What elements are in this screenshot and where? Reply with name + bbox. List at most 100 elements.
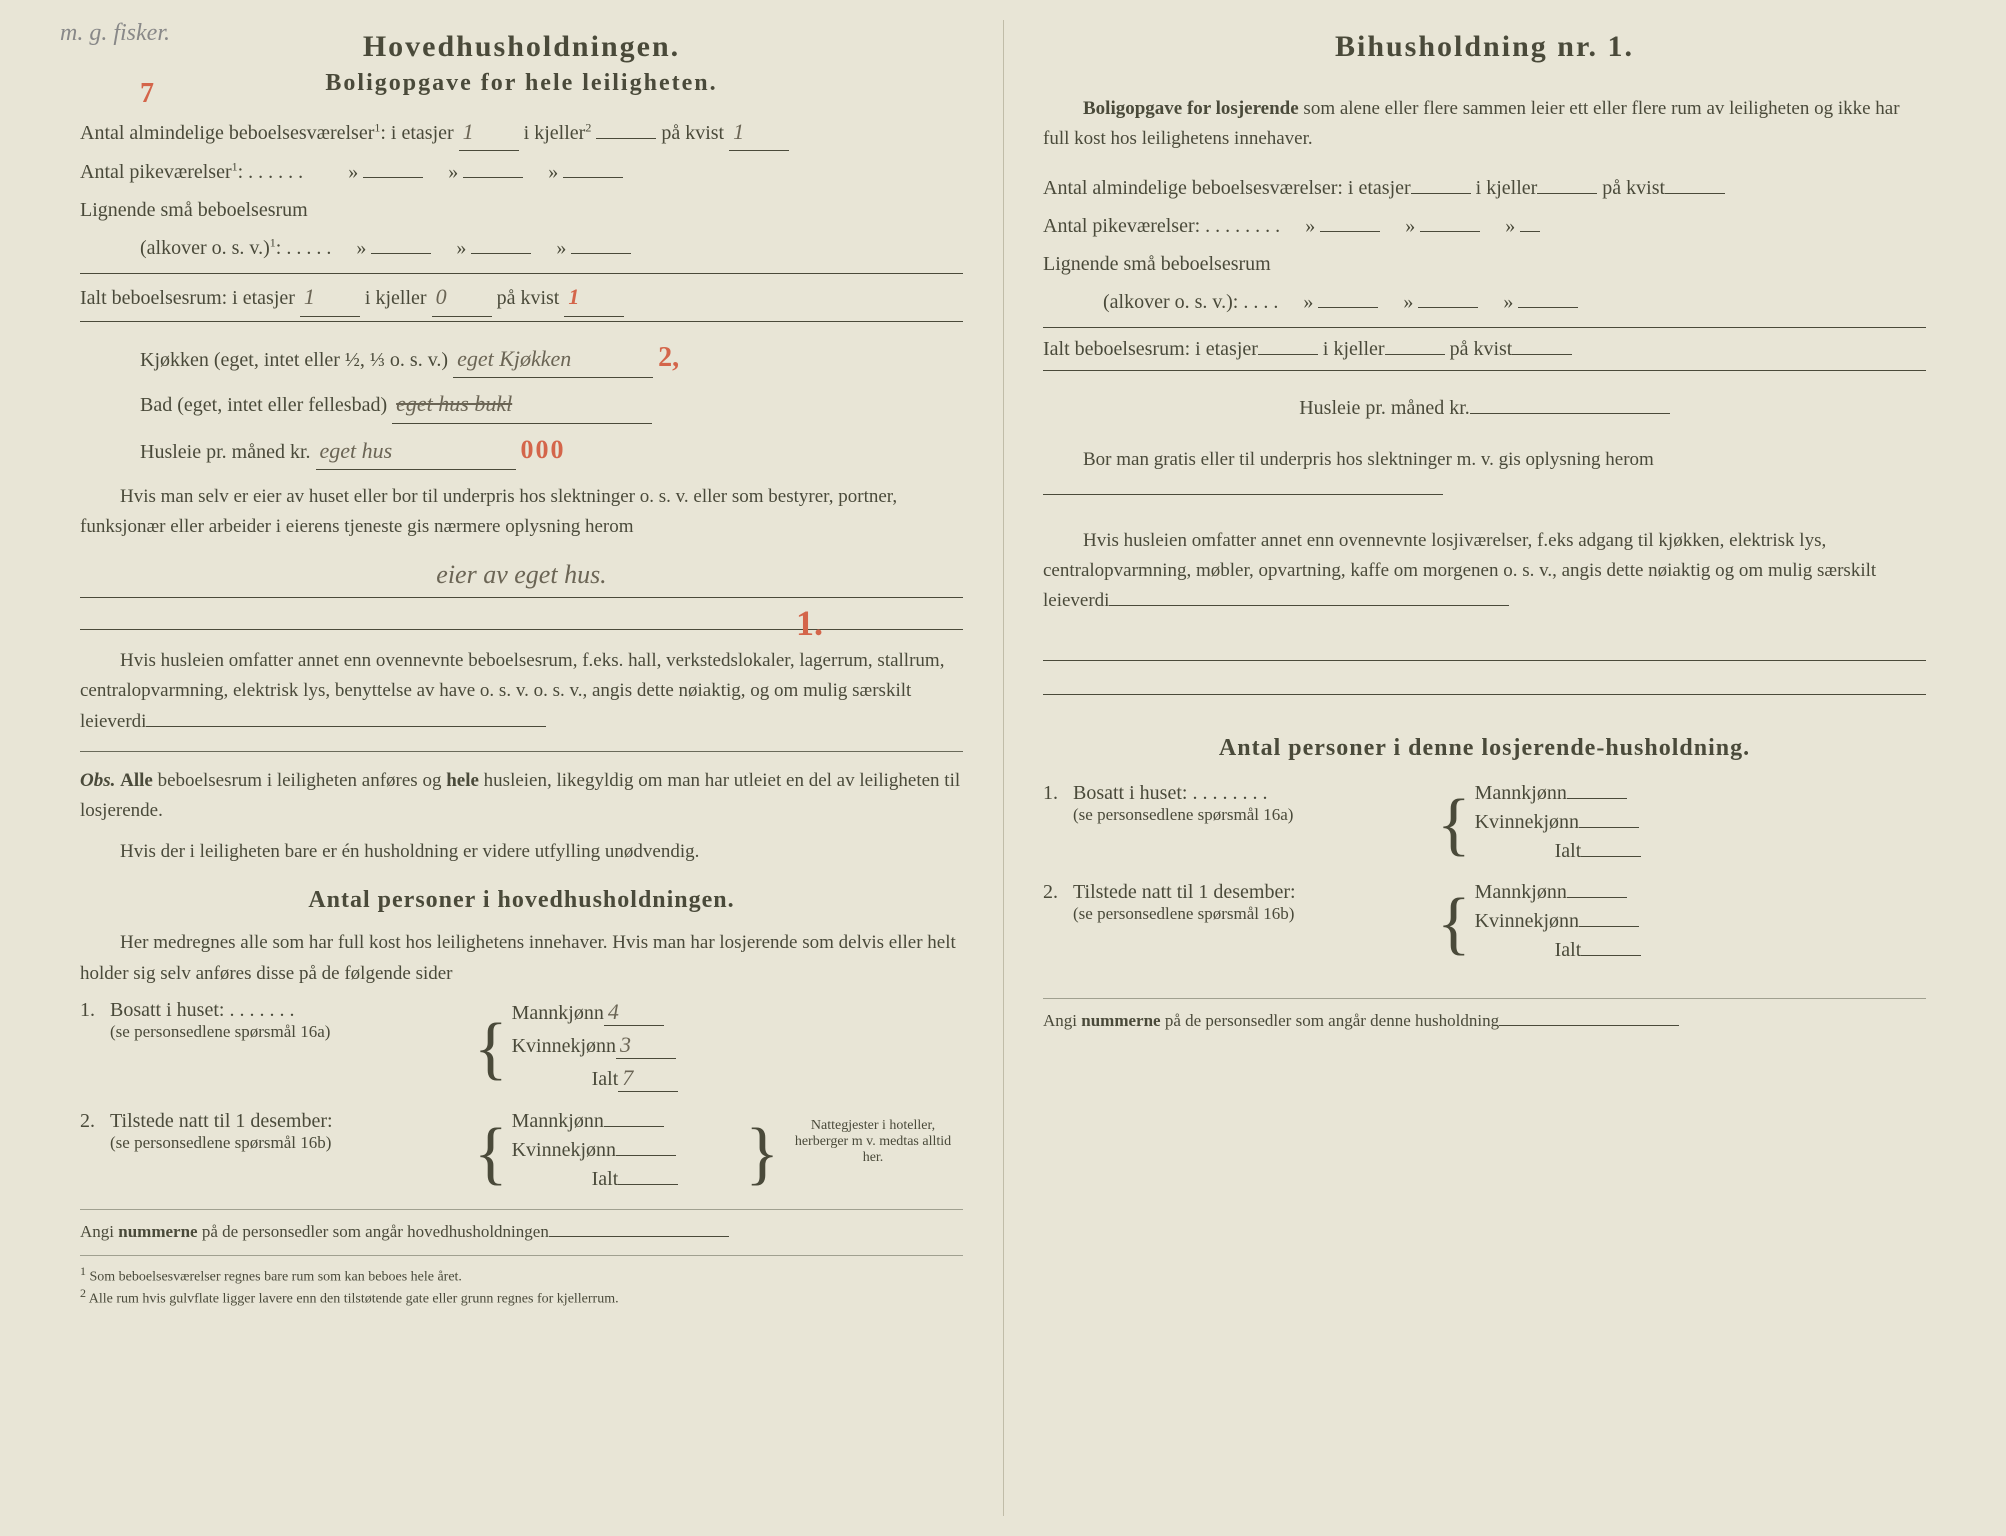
- footnote-1: 1 Som beboelsesværelser regnes bare rum …: [80, 1264, 963, 1286]
- row-pikevaerelser: Antal pikeværelser1: . . . . . . » » »: [80, 155, 963, 189]
- angi-nummerne: Angi nummerne på de personsedler som ang…: [80, 1218, 963, 1247]
- field-kvinne[interactable]: 3: [616, 1032, 676, 1059]
- r-item2-label: Tilstede natt til 1 desember:: [1073, 881, 1433, 904]
- r-list-item-1: 1. Bosatt i huset: . . . . . . . . (se p…: [1043, 782, 1926, 869]
- brace-icon: {: [470, 1129, 512, 1179]
- separator: [80, 1255, 963, 1256]
- field-ialt-kjeller[interactable]: 0: [432, 278, 492, 316]
- field-mann[interactable]: 4: [604, 999, 664, 1026]
- field[interactable]: [463, 177, 523, 178]
- field[interactable]: [563, 177, 623, 178]
- r-h3: Antal personer i denne losjerende-hushol…: [1043, 735, 1926, 762]
- field[interactable]: [1579, 926, 1639, 927]
- list-item-1: 1. Bosatt i huset: . . . . . . . (se per…: [80, 999, 963, 1098]
- field[interactable]: [1581, 955, 1641, 956]
- h3-antal-personer: Antal personer i hovedhusholdningen.: [80, 887, 963, 914]
- field[interactable]: [1411, 193, 1471, 194]
- h3-sub: Her medregnes alle som har full kost hos…: [80, 928, 963, 989]
- field[interactable]: [1318, 307, 1378, 308]
- field[interactable]: [1567, 897, 1627, 898]
- para-eier: Hvis man selv er eier av huset eller bor…: [80, 482, 963, 543]
- field-ialt-kvist[interactable]: 1: [564, 278, 624, 316]
- r-row3b: (alkover o. s. v.): . . . . » » »: [1043, 285, 1926, 319]
- pencil-annotation-top: m. g. fisker.: [60, 20, 170, 47]
- separator: [1043, 998, 1926, 999]
- field-nummerne[interactable]: [549, 1236, 729, 1237]
- left-subtitle: Boligopgave for hele leiligheten.: [80, 70, 963, 97]
- brace-icon: {: [470, 1024, 512, 1074]
- row-bad: Bad (eget, intet eller fellesbad) eget h…: [80, 385, 963, 423]
- r-para1: Bor man gratis eller til underpris hos s…: [1043, 445, 1926, 506]
- field[interactable]: [1567, 798, 1627, 799]
- field[interactable]: [471, 253, 531, 254]
- r-ialt: Ialt beboelsesrum: i etasjer i kjeller p…: [1043, 327, 1926, 371]
- para-husleie-omfatter: Hvis husleien omfatter annet enn ovennev…: [80, 646, 963, 737]
- r-list-item-2: 2. Tilstede natt til 1 desember: (se per…: [1043, 881, 1926, 968]
- field-kjokken[interactable]: eget Kjøkken: [453, 340, 653, 378]
- field[interactable]: [371, 253, 431, 254]
- r-para2: Hvis husleien omfatter annet enn ovennev…: [1043, 526, 1926, 617]
- r-row2: Antal pikeværelser: . . . . . . . . » » …: [1043, 209, 1926, 243]
- field[interactable]: [1579, 827, 1639, 828]
- note-nattegjester: Nattegjester i hoteller, herberger m v. …: [783, 1110, 963, 1166]
- field-eier-oplysning[interactable]: eier av eget hus.: [80, 553, 963, 598]
- r-item2-sub: (se personsedlene spørsmål 16b): [1073, 904, 1433, 924]
- field[interactable]: [1418, 307, 1478, 308]
- field-etasjer[interactable]: 1: [459, 113, 519, 151]
- red-mark-000: 000: [521, 435, 566, 464]
- field[interactable]: [1520, 231, 1540, 232]
- right-title: Bihusholdning nr. 1.: [1043, 30, 1926, 64]
- list-num-2: 2.: [80, 1110, 110, 1133]
- field-kvinne2[interactable]: [616, 1155, 676, 1156]
- list-num-2: 2.: [1043, 881, 1073, 904]
- row-husleie: Husleie pr. måned kr. eget hus 000: [80, 428, 963, 472]
- obs-block-2: Hvis der i leiligheten bare er én hushol…: [80, 837, 963, 867]
- row-alkover: (alkover o. s. v.)1: . . . . . » » »: [80, 231, 963, 265]
- field[interactable]: [1385, 354, 1445, 355]
- row-beboelsesvaerelser: Antal almindelige beboelsesværelser1: i …: [80, 113, 963, 151]
- r-item1-sub: (se personsedlene spørsmål 16a): [1073, 805, 1433, 825]
- field[interactable]: [1512, 354, 1572, 355]
- separator: [80, 751, 963, 752]
- field-ialt[interactable]: 7: [618, 1065, 678, 1092]
- field[interactable]: [571, 253, 631, 254]
- field[interactable]: [1109, 605, 1509, 606]
- field[interactable]: [1320, 231, 1380, 232]
- left-column: m. g. fisker. 7 Hovedhusholdningen. Boli…: [40, 30, 1003, 1506]
- brace-icon: }: [741, 1129, 783, 1179]
- field-leieverdi[interactable]: [146, 726, 546, 727]
- field[interactable]: [1665, 193, 1725, 194]
- field-kvist[interactable]: 1: [729, 113, 789, 151]
- field[interactable]: [1420, 231, 1480, 232]
- obs-block: Obs. Alle beboelsesrum i leiligheten anf…: [80, 766, 963, 827]
- r-row1: Antal almindelige beboelsesværelser: i e…: [1043, 171, 1926, 205]
- field-mann2[interactable]: [604, 1126, 664, 1127]
- left-title: Hovedhusholdningen.: [80, 30, 963, 64]
- item2-label: Tilstede natt til 1 desember:: [110, 1110, 470, 1133]
- field-bad[interactable]: eget hus bukl: [392, 385, 652, 423]
- list-item-2: 2. Tilstede natt til 1 desember: (se per…: [80, 1110, 963, 1197]
- row-kjokken: Kjøkken (eget, intet eller ½, ⅓ o. s. v.…: [80, 334, 963, 382]
- field-ialt-etasjer[interactable]: 1: [300, 278, 360, 316]
- list-num-1: 1.: [80, 999, 110, 1022]
- field[interactable]: [1518, 307, 1578, 308]
- r-husleie: Husleie pr. måned kr.: [1043, 391, 1926, 425]
- field-kjeller[interactable]: [596, 138, 656, 139]
- field[interactable]: [1499, 1025, 1679, 1026]
- blank-line[interactable]: [1043, 661, 1926, 695]
- r-angi: Angi nummerne på de personsedler som ang…: [1043, 1007, 1926, 1036]
- row-lignende: Lignende små beboelsesrum: [80, 193, 963, 227]
- blank-line[interactable]: 1.: [80, 602, 963, 630]
- field[interactable]: [1043, 494, 1443, 495]
- field-husleie-r[interactable]: [1470, 413, 1670, 414]
- brace-icon: {: [1433, 899, 1475, 949]
- field[interactable]: [1258, 354, 1318, 355]
- field-husleie[interactable]: eget hus: [316, 432, 516, 470]
- field[interactable]: [1537, 193, 1597, 194]
- field[interactable]: [363, 177, 423, 178]
- item1-sub: (se personsedlene spørsmål 16a): [110, 1022, 470, 1042]
- intro: Boligopgave for losjerende som alene ell…: [1043, 94, 1926, 155]
- field-ialt2[interactable]: [618, 1184, 678, 1185]
- blank-line[interactable]: [1043, 627, 1926, 661]
- field[interactable]: [1581, 856, 1641, 857]
